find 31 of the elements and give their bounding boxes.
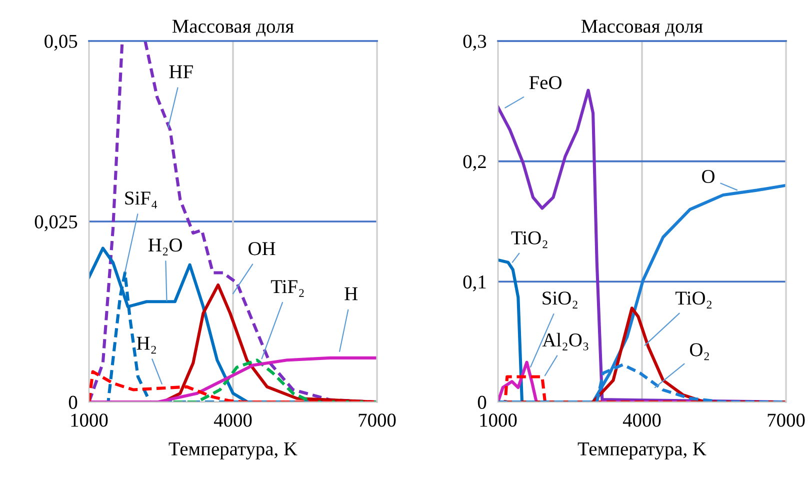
series-label: TiO₂ xyxy=(675,292,712,308)
series-label: Al₂O₃ xyxy=(542,332,588,350)
text: H xyxy=(344,287,358,300)
x-axis-title: Температура, K xyxy=(168,442,298,460)
series-label: O xyxy=(702,170,714,184)
series-label: FeO xyxy=(529,76,562,90)
series-label: TiO₂ xyxy=(511,231,548,248)
y-tick-label: 0,2 xyxy=(463,155,486,172)
y-tick-label: 0,025 xyxy=(34,215,78,232)
x-tick-label: 4000 xyxy=(622,414,661,427)
text: TiF₂ xyxy=(270,280,304,297)
x-tick-label: 1000 xyxy=(480,414,517,427)
y-tick-label: 0 xyxy=(478,396,486,409)
chart-title: Массовая доля xyxy=(581,20,703,36)
x-tick-label: 7000 xyxy=(768,414,805,427)
x-tick-label: 1000 xyxy=(71,414,108,427)
y-tick-label: 0 xyxy=(68,396,78,409)
chart-title: Массовая доля xyxy=(172,20,294,36)
y-tick-label: 0,3 xyxy=(463,34,486,51)
x-tick-label: 4000 xyxy=(214,414,252,427)
series-label: HF xyxy=(169,65,193,78)
text: OH xyxy=(248,242,276,256)
series-label: H₂O xyxy=(148,238,182,256)
y-tick-label: 0,05 xyxy=(44,34,78,51)
x-axis-title: Температура, K xyxy=(578,442,706,460)
series-label: H₂ xyxy=(136,336,156,354)
text: SiF₄ xyxy=(125,192,158,208)
x-tick-label: 7000 xyxy=(358,414,396,427)
text: SiO₂ xyxy=(542,292,578,308)
y-tick-label: 0,1 xyxy=(463,275,486,292)
series-label: O₂ xyxy=(690,343,709,360)
